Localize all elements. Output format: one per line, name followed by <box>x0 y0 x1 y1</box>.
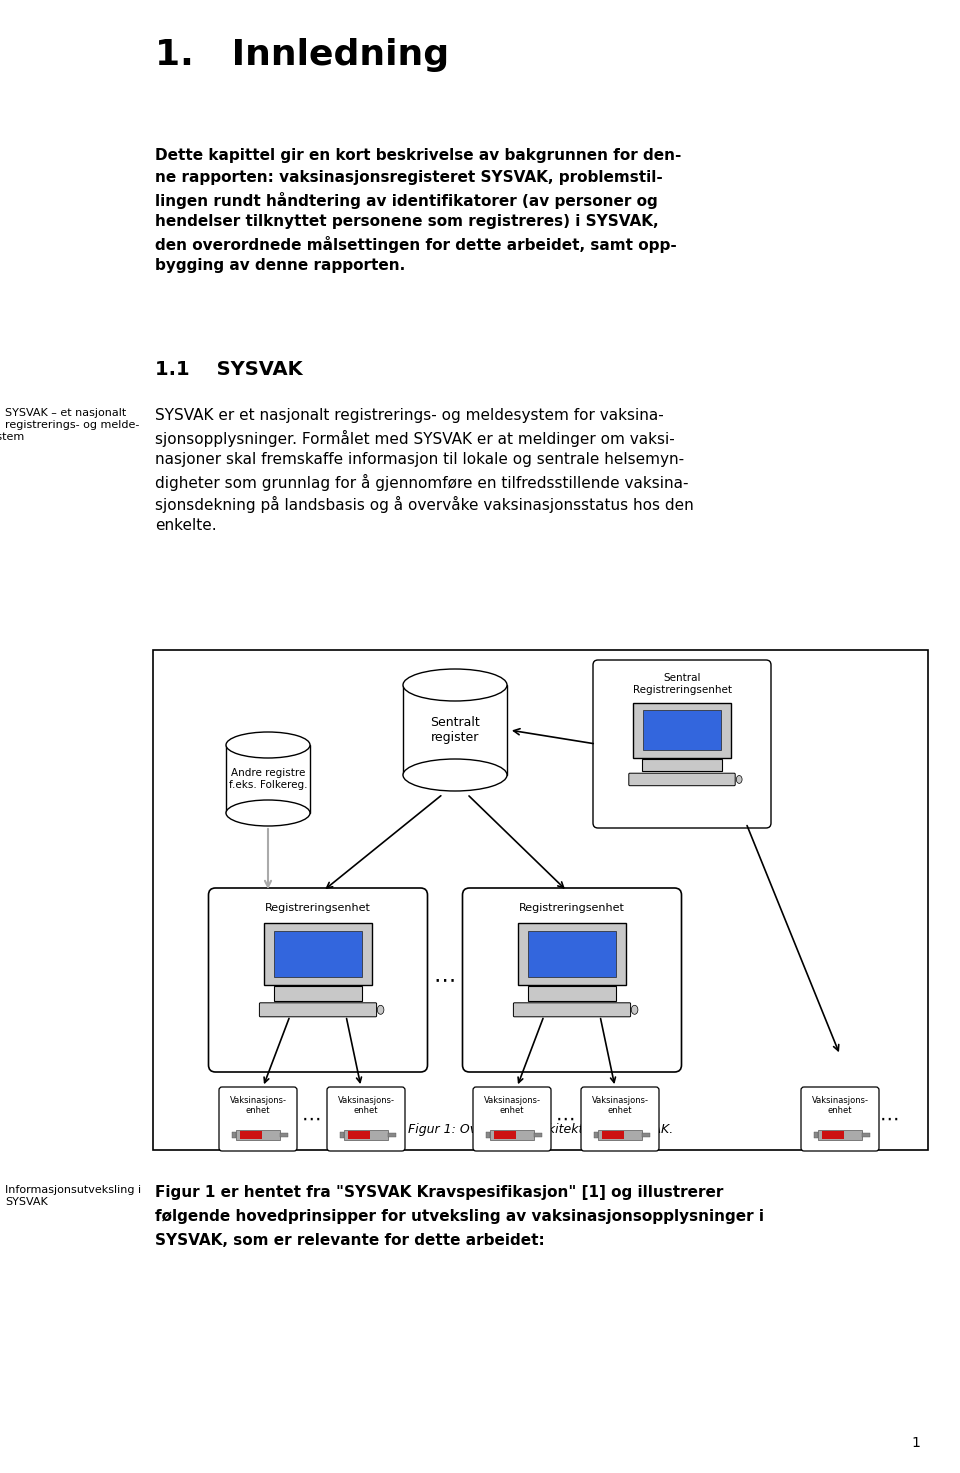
FancyBboxPatch shape <box>219 1087 297 1150</box>
Text: bygging av denne rapporten.: bygging av denne rapporten. <box>155 258 405 273</box>
Text: lingen rundt håndtering av identifikatorer (av personer og: lingen rundt håndtering av identifikator… <box>155 191 658 209</box>
Bar <box>236 1130 280 1140</box>
Text: sjonsopplysninger. Formålet med SYSVAK er at meldinger om vaksi-: sjonsopplysninger. Formålet med SYSVAK e… <box>155 430 675 446</box>
Ellipse shape <box>403 669 507 701</box>
Text: Registreringsenhet: Registreringsenhet <box>265 903 371 913</box>
FancyBboxPatch shape <box>208 888 427 1072</box>
Ellipse shape <box>632 1005 637 1015</box>
Text: Sentral
Registreringsenhet: Sentral Registreringsenhet <box>633 673 732 695</box>
FancyBboxPatch shape <box>581 1087 659 1150</box>
Text: ⋯: ⋯ <box>556 1109 576 1128</box>
Text: enkelte.: enkelte. <box>155 518 217 533</box>
Text: Vaksinasjons-
enhet: Vaksinasjons- enhet <box>811 1096 869 1115</box>
Bar <box>602 1131 624 1139</box>
Ellipse shape <box>226 800 310 826</box>
Text: Sentralt
register: Sentralt register <box>430 716 480 744</box>
Bar <box>340 1131 344 1139</box>
Bar <box>862 1133 870 1137</box>
Bar <box>642 759 722 772</box>
Bar <box>534 1133 542 1137</box>
Bar <box>344 1130 388 1140</box>
Bar <box>153 650 928 1150</box>
Text: ne rapporten: vaksinasjonsregisteret SYSVAK, problemstil-: ne rapporten: vaksinasjonsregisteret SYS… <box>155 169 662 186</box>
Ellipse shape <box>226 732 310 759</box>
Bar <box>348 1131 370 1139</box>
Bar <box>403 685 507 775</box>
Text: Registreringsenhet: Registreringsenhet <box>519 903 625 913</box>
Bar <box>388 1133 396 1137</box>
Bar <box>528 987 616 1000</box>
Text: ⋯: ⋯ <box>302 1109 322 1128</box>
Bar <box>822 1131 844 1139</box>
Bar <box>494 1131 516 1139</box>
Ellipse shape <box>736 775 742 784</box>
Text: Vaksinasjons-
enhet: Vaksinasjons- enhet <box>591 1096 649 1115</box>
Text: digheter som grunnlag for å gjennomføre en tilfredsstillende vaksina-: digheter som grunnlag for å gjennomføre … <box>155 474 688 491</box>
Text: ⋯: ⋯ <box>434 971 456 990</box>
Text: hendelser tilknyttet personene som registreres) i SYSVAK,: hendelser tilknyttet personene som regis… <box>155 214 659 228</box>
Bar <box>594 1131 598 1139</box>
FancyBboxPatch shape <box>327 1087 405 1150</box>
Text: SYSVAK: SYSVAK <box>5 1198 48 1206</box>
Bar <box>486 1131 490 1139</box>
Text: 1.   Innledning: 1. Innledning <box>155 38 449 72</box>
Bar <box>490 1130 534 1140</box>
Text: den overordnede målsettingen for dette arbeidet, samt opp-: den overordnede målsettingen for dette a… <box>155 236 677 253</box>
Ellipse shape <box>377 1005 384 1015</box>
Bar <box>226 745 310 813</box>
Text: Vaksinasjons-
enhet: Vaksinasjons- enhet <box>484 1096 540 1115</box>
Text: Figur 1 er hentet fra "SYSVAK Kravspesifikasjon" [1] og illustrerer: Figur 1 er hentet fra "SYSVAK Kravspesif… <box>155 1184 724 1200</box>
Bar <box>818 1130 862 1140</box>
FancyBboxPatch shape <box>264 924 372 985</box>
FancyBboxPatch shape <box>473 1087 551 1150</box>
Ellipse shape <box>403 759 507 791</box>
Text: Figur 1: Overordnet arkitektur for SYSVAK.: Figur 1: Overordnet arkitektur for SYSVA… <box>408 1124 673 1137</box>
Text: Vaksinasjons-
enhet: Vaksinasjons- enhet <box>229 1096 286 1115</box>
FancyBboxPatch shape <box>593 660 771 828</box>
FancyBboxPatch shape <box>517 924 627 985</box>
Text: Informasjonsutveksling i: Informasjonsutveksling i <box>5 1184 141 1195</box>
Bar <box>275 931 362 977</box>
Bar <box>280 1133 288 1137</box>
Text: registrerings- og melde-: registrerings- og melde- <box>5 420 139 430</box>
Text: Andre registre
f.eks. Folkereg.: Andre registre f.eks. Folkereg. <box>228 769 307 790</box>
Bar <box>274 987 362 1000</box>
FancyBboxPatch shape <box>801 1087 879 1150</box>
Bar <box>232 1131 236 1139</box>
Bar <box>642 710 722 750</box>
Text: SYSVAK, som er relevante for dette arbeidet:: SYSVAK, som er relevante for dette arbei… <box>155 1233 544 1248</box>
FancyBboxPatch shape <box>463 888 682 1072</box>
Bar <box>814 1131 818 1139</box>
Text: Vaksinasjons-
enhet: Vaksinasjons- enhet <box>338 1096 395 1115</box>
Text: system: system <box>0 432 25 442</box>
FancyBboxPatch shape <box>629 773 735 785</box>
Text: nasjoner skal fremskaffe informasjon til lokale og sentrale helsemyn-: nasjoner skal fremskaffe informasjon til… <box>155 452 684 467</box>
Text: Dette kapittel gir en kort beskrivelse av bakgrunnen for den-: Dette kapittel gir en kort beskrivelse a… <box>155 147 682 164</box>
Bar <box>598 1130 642 1140</box>
FancyBboxPatch shape <box>259 1003 376 1016</box>
Text: SYSVAK er et nasjonalt registrerings- og meldesystem for vaksina-: SYSVAK er et nasjonalt registrerings- og… <box>155 408 663 423</box>
FancyBboxPatch shape <box>633 703 732 757</box>
Text: 1: 1 <box>911 1436 920 1449</box>
FancyBboxPatch shape <box>514 1003 631 1016</box>
Bar <box>240 1131 262 1139</box>
Text: 1.1    SYSVAK: 1.1 SYSVAK <box>155 359 302 379</box>
Bar <box>642 1133 650 1137</box>
Text: ⋯: ⋯ <box>880 1109 900 1128</box>
Text: SYSVAK – et nasjonalt: SYSVAK – et nasjonalt <box>5 408 127 418</box>
Text: følgende hovedprinsipper for utveksling av vaksinasjonsopplysninger i: følgende hovedprinsipper for utveksling … <box>155 1209 764 1224</box>
Bar <box>528 931 615 977</box>
Text: sjonsdekning på landsbasis og å overvåke vaksinasjonsstatus hos den: sjonsdekning på landsbasis og å overvåke… <box>155 496 694 513</box>
